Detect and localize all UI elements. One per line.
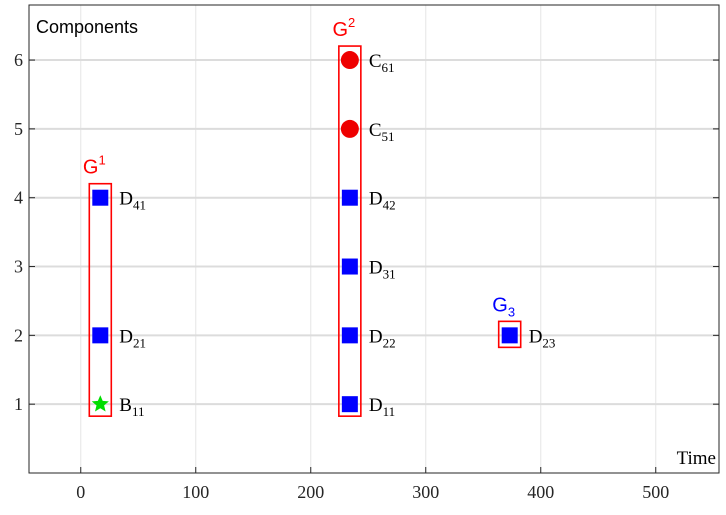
- point-label: D23: [529, 326, 556, 350]
- point-label: D42: [369, 189, 396, 213]
- group-box: [497, 320, 522, 349]
- x-tick-label: 400: [527, 482, 554, 502]
- x-tick-label: 200: [297, 482, 324, 502]
- point-label: D21: [119, 326, 146, 350]
- x-tick-label: 300: [412, 482, 439, 502]
- point-label: D41: [119, 189, 146, 213]
- square-marker: [341, 189, 358, 206]
- group-box: [338, 45, 362, 417]
- plot-frame: [28, 4, 720, 474]
- square-marker: [501, 327, 518, 344]
- square-marker: [92, 327, 109, 344]
- square-marker: [341, 258, 358, 275]
- group-label: G2: [332, 15, 355, 41]
- x-tick-label: 500: [642, 482, 669, 502]
- group-label: G3: [492, 294, 515, 319]
- x-tick-label: 100: [182, 482, 209, 502]
- grid: [29, 5, 719, 473]
- y-tick-label: 4: [14, 188, 23, 208]
- point-label: B11: [119, 395, 144, 419]
- y-tick-label: 6: [14, 50, 23, 70]
- square-marker: [92, 189, 109, 206]
- y-tick-label: 1: [14, 394, 23, 414]
- point-label: D11: [369, 395, 395, 419]
- x-axis-label: Time: [677, 448, 716, 469]
- circle-marker: [340, 119, 359, 138]
- star-marker: [91, 395, 109, 412]
- y-axis-label: Components: [36, 17, 138, 37]
- group-boxes: G1 G2 G3: [83, 15, 522, 417]
- square-marker: [341, 327, 358, 344]
- point-label: C61: [369, 51, 395, 75]
- y-tick-label: 5: [14, 119, 23, 139]
- ticks: 0 100 200 300 400 500 1 2 3 4 5 6: [14, 50, 719, 502]
- point-label: D31: [369, 258, 396, 282]
- x-tick-label: 0: [76, 482, 85, 502]
- square-marker: [341, 396, 358, 413]
- y-tick-label: 3: [14, 257, 23, 277]
- point-labels: B11 D21 D41 D11 D22 D31 D42 C51 C61 D23: [119, 51, 555, 419]
- group-label: G1: [83, 153, 106, 179]
- point-label: D22: [369, 326, 396, 350]
- point-label: C51: [369, 120, 395, 144]
- circle-marker: [340, 51, 359, 70]
- markers: [91, 51, 518, 413]
- y-tick-label: 2: [14, 325, 23, 345]
- group-box: [88, 182, 113, 417]
